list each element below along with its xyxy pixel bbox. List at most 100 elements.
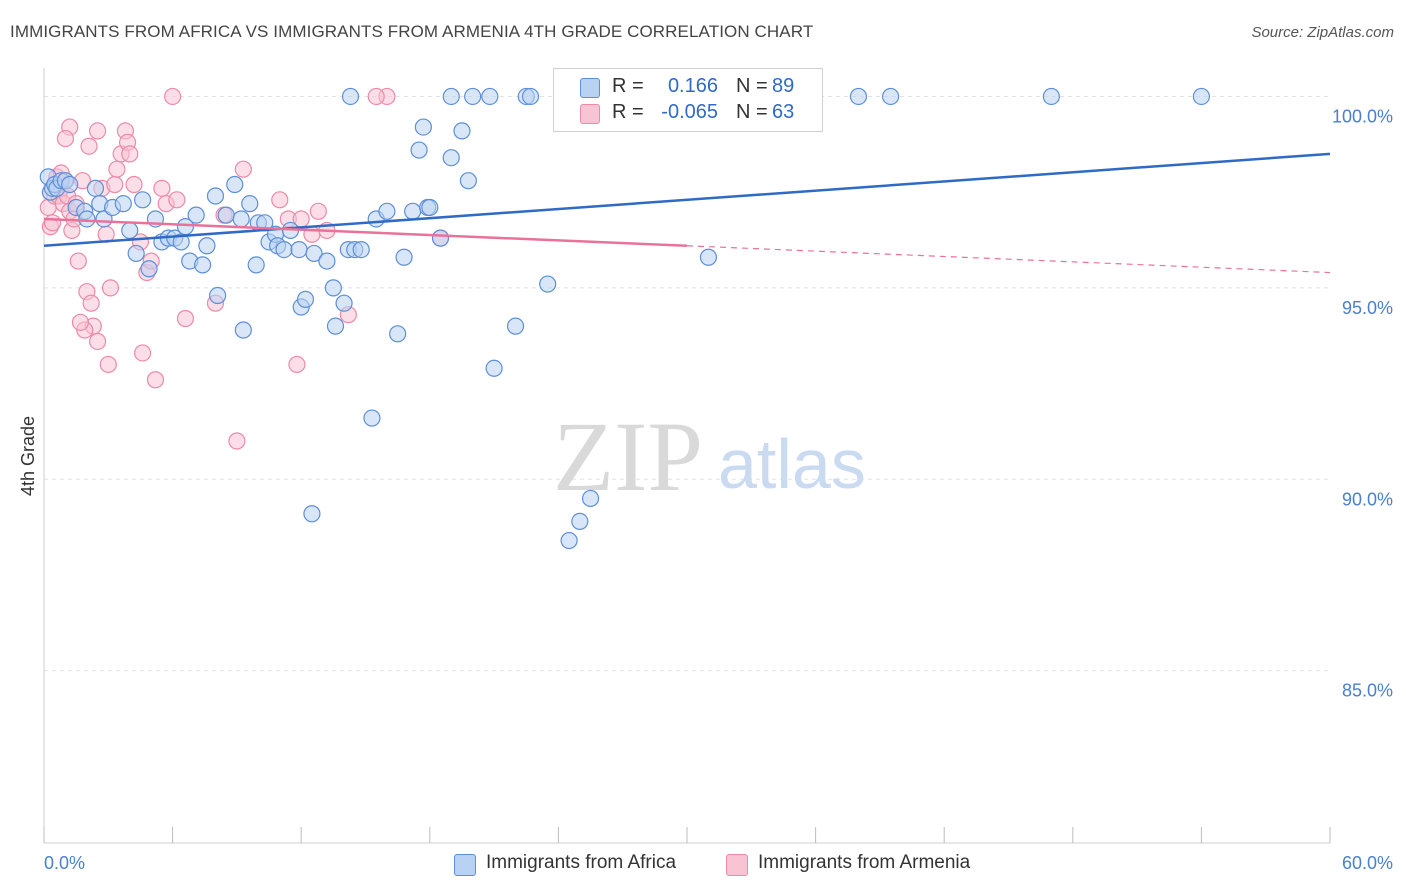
africa-point (133, 191, 152, 209)
africa-point (571, 512, 589, 531)
africa-point (539, 275, 557, 293)
africa-point (318, 252, 336, 270)
africa-point (404, 202, 422, 220)
y-tick-label: 85.0% (1342, 681, 1393, 701)
armenia-point (82, 294, 100, 312)
africa-point (217, 206, 235, 224)
series-armenia-points (39, 87, 450, 450)
armenia-point (367, 87, 385, 106)
armenia-point (288, 355, 306, 374)
source-credit: Source: ZipAtlas.com (1251, 24, 1394, 41)
africa-point (882, 87, 900, 106)
x-tick-label: 0.0% (44, 853, 85, 873)
africa-point (326, 317, 345, 335)
armenia-point (71, 313, 90, 331)
africa-point (209, 286, 227, 305)
armenia-point (88, 122, 107, 140)
armenia-point (146, 371, 165, 389)
armenia-point (133, 344, 152, 362)
armenia-point (228, 432, 246, 450)
africa-point (206, 187, 225, 205)
africa-point (61, 175, 79, 194)
bottom-legend-swatch-armenia (726, 854, 748, 876)
africa-point (464, 87, 482, 106)
armenia-point (168, 191, 186, 209)
africa-point (481, 87, 499, 106)
africa-point (114, 195, 132, 213)
armenia-point (153, 179, 171, 197)
armenia-point (108, 160, 126, 178)
legend-r-label: R = (612, 75, 644, 97)
legend-n-value-armenia: 63 (772, 101, 795, 123)
africa-point (290, 240, 308, 259)
africa-point (194, 256, 212, 274)
africa-point (506, 317, 525, 335)
legend-row-africa: R = 0.166 N = 89 (554, 75, 822, 101)
africa-point (1192, 87, 1211, 106)
africa-point (485, 359, 503, 377)
trend-lines (43, 152, 1331, 274)
armenia-point (176, 309, 195, 328)
armenia-point (80, 137, 98, 155)
africa-point (431, 229, 450, 247)
legend-r-label: R = (612, 101, 644, 123)
africa-trend-line (43, 152, 1331, 248)
africa-point (521, 87, 540, 106)
armenia-point (234, 160, 252, 178)
chart-title: IMMIGRANTS FROM AFRICA VS IMMIGRANTS FRO… (10, 22, 814, 41)
africa-point (275, 240, 293, 259)
africa-point (352, 240, 370, 259)
y-tick-label: 100.0% (1332, 106, 1393, 126)
armenia-point (309, 202, 327, 220)
africa-point (303, 505, 321, 523)
armenia-point (121, 145, 139, 163)
africa-point (324, 279, 342, 297)
africa-point (127, 244, 145, 263)
africa-point (581, 489, 600, 508)
africa-point (187, 206, 205, 224)
y-tick-label: 95.0% (1342, 298, 1393, 318)
africa-point (296, 290, 315, 308)
africa-point (232, 210, 250, 228)
tick-labels: 85.0% 90.0% 95.0% 100.0% 0.0% 60.0% (44, 106, 1393, 873)
armenia-point (88, 332, 107, 351)
africa-point (389, 325, 407, 343)
africa-point (335, 294, 353, 312)
africa-point (234, 321, 252, 339)
armenia-point (56, 129, 75, 148)
legend-r-value-armenia: -0.065 (661, 101, 718, 123)
armenia-trend-extension (686, 245, 1331, 274)
africa-point (241, 195, 259, 213)
africa-point (459, 172, 477, 190)
y-tick-label: 90.0% (1342, 489, 1393, 509)
africa-point (140, 260, 158, 278)
armenia-point (125, 175, 143, 194)
legend-n-label: N = (736, 75, 768, 97)
africa-point (86, 179, 105, 197)
africa-point (226, 175, 244, 194)
africa-point (421, 198, 439, 217)
armenia-point (106, 175, 124, 194)
armenia-point (271, 191, 289, 209)
africa-point (1042, 87, 1060, 106)
africa-point (414, 118, 432, 136)
africa-point (78, 210, 96, 228)
africa-point (95, 210, 113, 228)
legend-row-armenia: R = -0.065 N = 63 (554, 101, 822, 127)
africa-point (453, 122, 471, 140)
armenia-point (69, 252, 87, 270)
africa-point (395, 248, 413, 266)
africa-point (442, 149, 460, 167)
armenia-trend-line (43, 217, 688, 248)
legend-n-value-africa: 89 (772, 75, 795, 97)
legend-swatch-africa (580, 78, 600, 98)
africa-point (198, 237, 216, 255)
legend-r-value-africa: 0.166 (667, 75, 718, 97)
legend-swatch-armenia (580, 104, 600, 124)
legend-n-label: N = (736, 101, 768, 123)
africa-point (121, 221, 139, 240)
africa-point (442, 87, 460, 106)
africa-point (560, 531, 578, 550)
armenia-point (43, 214, 62, 232)
